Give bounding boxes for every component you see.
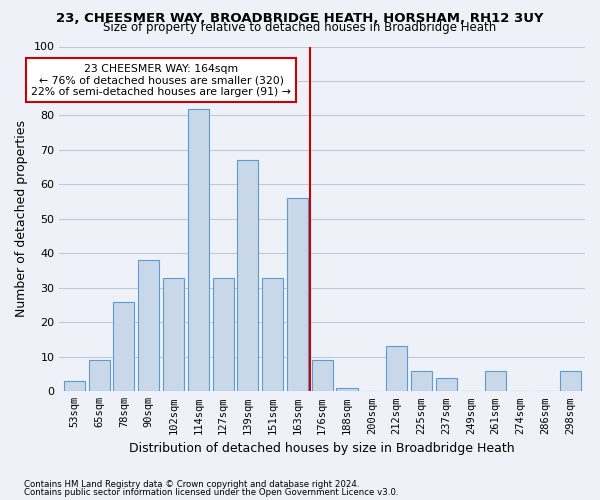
Text: Contains public sector information licensed under the Open Government Licence v3: Contains public sector information licen…: [24, 488, 398, 497]
Bar: [212, 278, 233, 392]
Bar: [560, 370, 581, 392]
Bar: [89, 360, 110, 392]
Bar: [311, 360, 333, 392]
Bar: [485, 370, 506, 392]
Bar: [262, 278, 283, 392]
Bar: [386, 346, 407, 392]
Bar: [436, 378, 457, 392]
Bar: [113, 302, 134, 392]
Text: 23, CHEESMER WAY, BROADBRIDGE HEATH, HORSHAM, RH12 3UY: 23, CHEESMER WAY, BROADBRIDGE HEATH, HOR…: [56, 12, 544, 24]
Text: 23 CHEESMER WAY: 164sqm
← 76% of detached houses are smaller (320)
22% of semi-d: 23 CHEESMER WAY: 164sqm ← 76% of detache…: [31, 64, 291, 97]
Bar: [411, 370, 432, 392]
Y-axis label: Number of detached properties: Number of detached properties: [15, 120, 28, 318]
Bar: [237, 160, 259, 392]
Bar: [188, 108, 209, 392]
Bar: [163, 278, 184, 392]
Text: Contains HM Land Registry data © Crown copyright and database right 2024.: Contains HM Land Registry data © Crown c…: [24, 480, 359, 489]
Bar: [287, 198, 308, 392]
Bar: [64, 381, 85, 392]
Text: Size of property relative to detached houses in Broadbridge Heath: Size of property relative to detached ho…: [103, 22, 497, 35]
X-axis label: Distribution of detached houses by size in Broadbridge Heath: Distribution of detached houses by size …: [130, 442, 515, 455]
Bar: [337, 388, 358, 392]
Bar: [138, 260, 159, 392]
